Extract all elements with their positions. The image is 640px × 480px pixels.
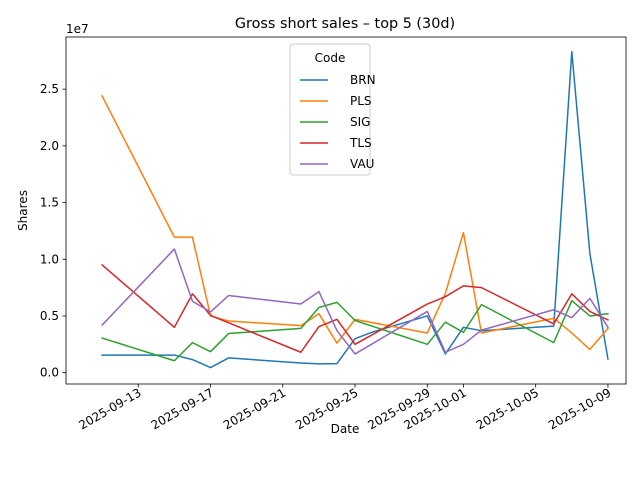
y-tick-label: 1.0 xyxy=(40,252,59,266)
y-tick-label: 2.5 xyxy=(40,82,59,96)
legend-label-pls: PLS xyxy=(350,94,372,108)
x-tick-label: 2025-10-05 xyxy=(474,385,541,432)
y-tick-label: 2.0 xyxy=(40,139,59,153)
series-line-sig xyxy=(101,299,609,362)
legend-label-sig: SIG xyxy=(350,115,370,129)
legend-label-vau: VAU xyxy=(350,157,374,171)
x-axis-label: Date xyxy=(331,422,360,436)
x-tick-label: 2025-09-17 xyxy=(149,385,216,432)
y-tick-label: 0.5 xyxy=(40,309,59,323)
series-layer xyxy=(101,50,609,369)
legend-label-brn: BRN xyxy=(350,73,376,87)
series-line-brn xyxy=(101,50,609,369)
y-axis-label: Shares xyxy=(16,190,30,231)
series-line-vau xyxy=(101,248,609,355)
series-line-pls xyxy=(101,94,609,351)
legend-title: Code xyxy=(315,51,346,65)
chart-title: Gross short sales – top 5 (30d) xyxy=(235,16,455,32)
y-axis-offset-label: 1e7 xyxy=(66,22,89,36)
x-tick-label: 2025-09-21 xyxy=(221,385,288,432)
x-tick-label: 2025-09-13 xyxy=(76,385,143,432)
x-tick-label: 2025-10-09 xyxy=(546,385,613,432)
series-line-tls xyxy=(101,263,609,353)
legend: Code BRN PLS SIG TLS VAU xyxy=(289,43,376,176)
y-tick-label: 1.5 xyxy=(40,196,59,210)
legend-label-tls: TLS xyxy=(349,136,372,150)
y-tick-label: 0.0 xyxy=(40,366,59,380)
y-axis: 0.0 0.5 1.0 1.5 2.0 2.5 xyxy=(40,82,66,380)
axes-frame xyxy=(65,36,627,385)
